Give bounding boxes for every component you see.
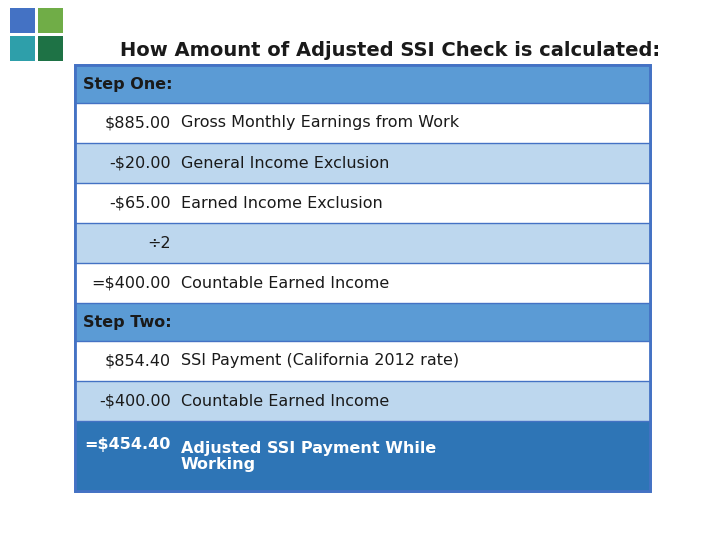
Bar [75,65,650,491]
Text: Step One:: Step One: [83,77,173,91]
Bar [75,341,650,381]
Bar [75,223,650,263]
Text: $885.00: $885.00 [104,116,171,131]
Text: =$400.00: =$400.00 [91,275,171,291]
Bar [75,381,650,421]
Text: General Income Exclusion: General Income Exclusion [181,156,390,171]
Bar [75,103,650,143]
Bar [10,36,35,61]
Text: -$400.00: -$400.00 [99,394,171,408]
Text: ÷2: ÷2 [148,235,171,251]
Text: $854.40: $854.40 [105,354,171,368]
Bar [75,183,650,223]
Text: -$65.00: -$65.00 [109,195,171,211]
Text: Countable Earned Income: Countable Earned Income [181,275,390,291]
Text: Gross Monthly Earnings from Work: Gross Monthly Earnings from Work [181,116,459,131]
Bar [75,263,650,303]
Text: Step Two:: Step Two: [83,314,171,329]
Bar [75,143,650,183]
Bar [38,36,63,61]
Text: Countable Earned Income: Countable Earned Income [181,394,390,408]
Bar [75,303,650,341]
Text: =$454.40: =$454.40 [85,436,171,451]
Text: How Amount of Adjusted SSI Check is calculated:: How Amount of Adjusted SSI Check is calc… [120,40,660,59]
Text: Working: Working [181,456,256,471]
Bar [75,421,650,491]
Text: Adjusted SSI Payment While: Adjusted SSI Payment While [181,441,436,456]
Bar [38,8,63,33]
Bar [75,65,650,491]
Text: Earned Income Exclusion: Earned Income Exclusion [181,195,383,211]
Text: SSI Payment (California 2012 rate): SSI Payment (California 2012 rate) [181,354,459,368]
Text: -$20.00: -$20.00 [109,156,171,171]
Bar [10,8,35,33]
Bar [75,65,650,103]
